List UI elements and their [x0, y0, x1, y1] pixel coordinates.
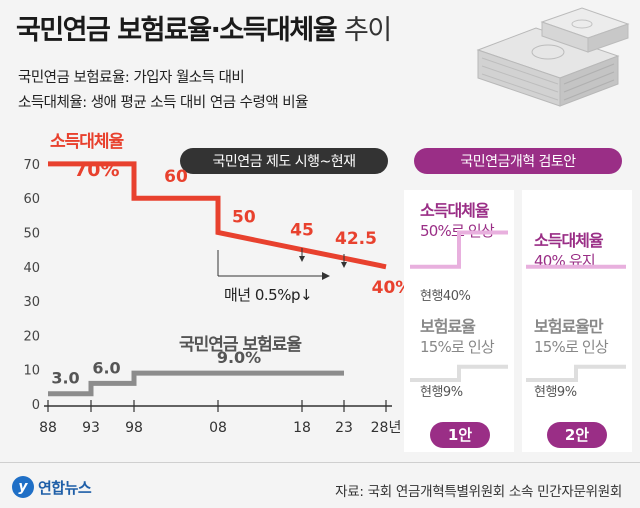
y-tick-label: 40 [23, 261, 40, 276]
premium-data-label: 3.0 [51, 369, 79, 388]
y-tick-label: 20 [23, 329, 40, 344]
replacement-data-label: 40% [372, 278, 413, 298]
replacement-data-label: 50 [232, 208, 256, 228]
x-tick-label: 88 [39, 420, 57, 436]
option2-premium-desc: 15%로 인상 [534, 338, 609, 356]
footer-divider [0, 462, 640, 463]
replacement-data-label: 60 [164, 167, 188, 187]
y-tick-label: 60 [23, 192, 40, 207]
option1-label: 1안 [448, 426, 472, 444]
premium-series-name: 국민연금 보험료율 [179, 334, 302, 355]
reform-option-2: 소득대체율 40% 유지 보험료율만 15%로 인상 현행9% 2안 [522, 190, 632, 452]
reform-banner: 국민연금개혁 검토안 [414, 148, 622, 174]
x-tick-label: 23 [335, 420, 353, 436]
reform-banner-text: 국민연금개혁 검토안 [460, 154, 576, 170]
period-banner-text: 국민연금 제도 시행~현재 [213, 154, 356, 170]
y-tick-label: 0 [32, 398, 40, 413]
definition-replacement: 소득대체율: 생애 평균 소득 대비 연금 수령액 비율 [18, 95, 308, 111]
definition-premium: 국민연금 보험료율: 가입자 월소득 대비 [18, 70, 245, 86]
x-tick-label: 28년 [371, 420, 402, 436]
series-line-premium-rate [48, 370, 344, 397]
premium-data-label: 6.0 [92, 358, 120, 377]
decline-annotation: 매년 0.5%p↓ [217, 250, 330, 304]
money-stack-icon [476, 7, 630, 107]
chart-title-sub: 추이 [343, 15, 392, 46]
chart-title-main: 국민연금 보험료율·소득대체율 [16, 15, 338, 46]
yonhap-logo-text: 연합뉴스 [38, 478, 92, 497]
x-tick-label: 93 [82, 420, 100, 436]
y-tick-label: 70 [23, 158, 40, 173]
replacement-series-name: 소득대체율 [50, 132, 125, 152]
option1-premium-line [410, 364, 508, 382]
option2-premium-current: 현행9% [534, 384, 577, 400]
reform-option-1: 소득대체율 50%로 인상 현행40% 보험료율 15%로 인상 현행9% 1안 [404, 190, 514, 452]
decline-note-text: 매년 0.5%p↓ [224, 286, 312, 304]
option2-label: 2안 [565, 426, 589, 444]
option1-replacement-current: 현행40% [420, 288, 470, 304]
y-tick-label: 50 [23, 227, 40, 242]
option1-replacement-line [410, 230, 508, 269]
y-axis: 0 10 20 30 40 50 60 70 [23, 158, 40, 413]
option2-premium-line [526, 364, 626, 382]
yonhap-logo-mark: y [12, 476, 34, 498]
replacement-data-label: 42.5 [335, 229, 377, 249]
data-labels: 60 50 45 42.5 40% 3.0 6.0 9.0% [51, 167, 412, 388]
replacement-start-value: 70% [74, 159, 119, 181]
option2-replacement-title: 소득대체율 [534, 231, 604, 250]
y-tick-label: 10 [23, 364, 40, 379]
option1-premium-current: 현행9% [420, 384, 463, 400]
period-banner: 국민연금 제도 시행~현재 [180, 148, 388, 174]
option1-premium-title: 보험료율 [420, 317, 476, 336]
x-tick-label: 18 [293, 420, 311, 436]
x-axis: 88 93 98 08 18 23 28년 [39, 400, 401, 436]
x-tick-label: 08 [209, 420, 227, 436]
x-tick-label: 98 [125, 420, 143, 436]
option1-replacement-title: 소득대체율 [420, 201, 490, 220]
chart-title: 국민연금 보험료율·소득대체율 추이 [16, 8, 392, 47]
yonhap-logo: y 연합뉴스 [12, 476, 92, 498]
option2-premium-title: 보험료율만 [534, 317, 604, 336]
premium-data-label: 9.0% [217, 348, 261, 367]
option1-premium-desc: 15%로 인상 [420, 338, 495, 356]
source-text: 자료: 국회 연금개혁특별위원회 소속 민간자문위원회 [335, 484, 622, 500]
y-tick-label: 30 [23, 295, 40, 310]
label-arrows [299, 248, 347, 268]
replacement-data-label: 45 [290, 221, 314, 241]
series-line-replacement-rate [48, 161, 387, 270]
